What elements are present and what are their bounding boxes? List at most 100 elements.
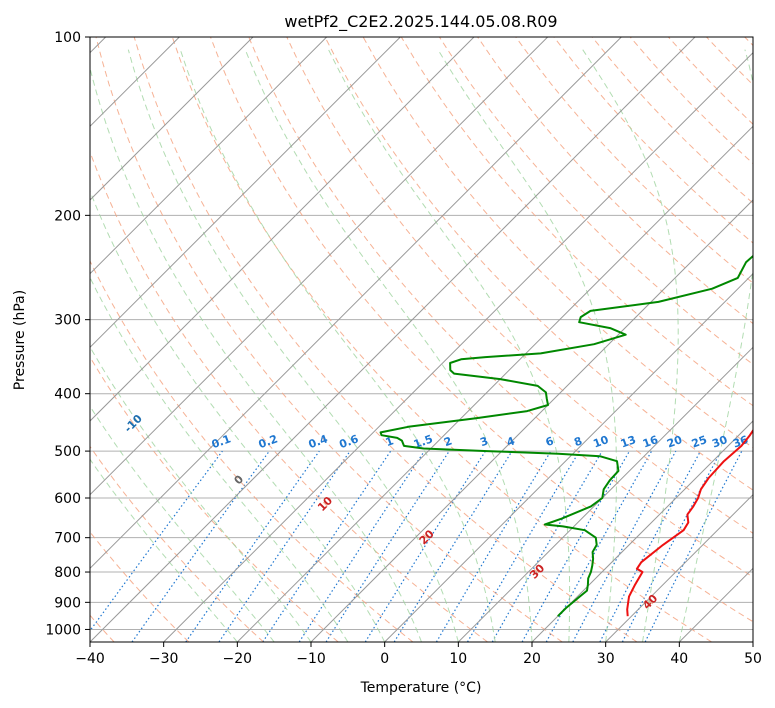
mixing-ratio-label: 1.5 bbox=[412, 432, 435, 451]
mixing-ratio-line bbox=[572, 450, 677, 642]
plot-frame bbox=[89, 36, 754, 643]
y-axis-ticks: 100 200 300 400 500 600 700 800 900 1000 bbox=[45, 30, 90, 638]
y-tick-label: 300 bbox=[54, 313, 81, 329]
dry-adiabat-line bbox=[248, 37, 753, 578]
x-axis-ticks: −40 −30 −20 −10 0 10 20 30 40 50 bbox=[75, 642, 762, 667]
mixing-ratio-line bbox=[521, 450, 631, 642]
mixing-ratio-label: 2 bbox=[442, 434, 454, 449]
moist-adiabats bbox=[90, 49, 753, 642]
isotherm-line bbox=[310, 199, 753, 642]
mixing-ratio-label: 36 bbox=[731, 433, 750, 451]
y-tick-label: 400 bbox=[54, 387, 81, 403]
isotherm-line bbox=[384, 272, 753, 642]
x-axis-title: Temperature (°C) bbox=[360, 680, 482, 696]
dry-adiabat-line bbox=[90, 259, 414, 642]
mixing-ratio-line bbox=[545, 450, 653, 642]
mixing-ratio-line bbox=[131, 450, 270, 642]
mixing-ratio-label: 13 bbox=[619, 433, 638, 450]
mixing-ratio-label: 25 bbox=[690, 433, 709, 450]
sounding-series bbox=[379, 254, 753, 617]
x-tick-label: −10 bbox=[296, 651, 326, 667]
mixing-ratio-label: 3 bbox=[478, 434, 490, 449]
isotherm-line bbox=[90, 37, 696, 642]
mixing-ratio-label: 0.4 bbox=[307, 432, 330, 451]
y-tick-label: 200 bbox=[54, 208, 81, 224]
isotherm-line bbox=[90, 37, 622, 570]
isotherm-line bbox=[90, 37, 549, 496]
mixing-ratio-line bbox=[218, 450, 351, 642]
mixing-ratio-line bbox=[325, 450, 450, 642]
x-tick-label: 30 bbox=[597, 651, 615, 667]
mixing-ratio-lines bbox=[90, 450, 743, 642]
y-tick-label: 900 bbox=[54, 595, 81, 611]
dry-adiabat-line bbox=[515, 37, 753, 284]
x-tick-label: −20 bbox=[223, 651, 253, 667]
moist-adiabat-line bbox=[678, 49, 753, 642]
dry-adiabats bbox=[90, 37, 753, 642]
moist-adiabat-line bbox=[127, 49, 459, 642]
mixing-ratio-line bbox=[185, 450, 320, 642]
mixing-ratio-label: 1 bbox=[384, 434, 396, 449]
isotherm-line bbox=[90, 37, 328, 275]
x-tick-label: −30 bbox=[149, 651, 179, 667]
x-tick-label: 50 bbox=[744, 651, 762, 667]
isotherms bbox=[90, 37, 753, 642]
moist-adiabat-line bbox=[90, 189, 386, 642]
dewpoint-profile-line bbox=[379, 254, 753, 617]
mixing-ratio-label: 0.6 bbox=[338, 432, 361, 451]
x-tick-label: 20 bbox=[523, 651, 541, 667]
moist-adiabat-line bbox=[244, 49, 533, 642]
moist-adiabat-line bbox=[90, 405, 275, 642]
moist-adiabat-line bbox=[90, 458, 238, 642]
y-tick-label: 700 bbox=[54, 531, 81, 547]
mixing-ratio-line bbox=[90, 450, 223, 632]
temperature-profile-line bbox=[626, 428, 753, 617]
x-tick-label: 0 bbox=[380, 651, 389, 667]
mixing-ratio-label: 30 bbox=[710, 433, 729, 451]
isotherm-line bbox=[236, 125, 753, 642]
moist-adiabat-line bbox=[90, 65, 422, 642]
isotherm-line bbox=[531, 420, 753, 642]
dry-adiabat-line bbox=[95, 37, 563, 642]
y-tick-label: 500 bbox=[54, 444, 81, 460]
dry-adiabat-line bbox=[90, 356, 339, 642]
mixing-ratio-line bbox=[644, 450, 743, 642]
mixing-ratio-line bbox=[262, 450, 392, 642]
mixing-ratio-label: 10 bbox=[591, 433, 610, 451]
isotherm-line bbox=[90, 37, 254, 201]
moist-adiabat-line bbox=[90, 276, 349, 642]
x-tick-label: −40 bbox=[75, 651, 105, 667]
dry-adiabat-line bbox=[210, 37, 753, 623]
isotherm-line bbox=[457, 346, 753, 642]
mixing-ratio-label: 8 bbox=[572, 434, 584, 449]
y-tick-label: 100 bbox=[54, 30, 81, 46]
moist-adiabat-line bbox=[328, 49, 571, 642]
plot-area bbox=[90, 37, 753, 642]
dry-adiabat-line bbox=[171, 37, 712, 642]
y-tick-label: 800 bbox=[54, 565, 81, 581]
x-tick-label: 10 bbox=[449, 651, 467, 667]
mixing-ratio-label: 0.1 bbox=[210, 432, 233, 451]
y-tick-label: 1000 bbox=[45, 622, 81, 638]
isotherm-line bbox=[605, 493, 753, 642]
x-tick-label: 40 bbox=[670, 651, 688, 667]
dry-adiabat-line bbox=[90, 445, 264, 642]
dry-adiabat-line bbox=[286, 37, 753, 534]
isotherm-line bbox=[90, 37, 401, 349]
moist-adiabat-line bbox=[179, 49, 496, 642]
mixing-ratio-label: 20 bbox=[665, 433, 684, 451]
isotherm-line bbox=[90, 37, 475, 422]
mixing-ratio-line bbox=[393, 450, 513, 642]
mixing-ratio-label: 0.2 bbox=[257, 432, 280, 451]
mixing-ratio-label: 6 bbox=[544, 434, 556, 449]
y-axis-title: Pressure (hPa) bbox=[12, 290, 28, 390]
y-tick-label: 600 bbox=[54, 491, 81, 507]
moist-adiabat-line bbox=[582, 49, 679, 642]
mixing-ratio-label: 16 bbox=[641, 433, 660, 451]
mixing-ratio-line bbox=[298, 450, 425, 642]
moist-adiabat-line bbox=[90, 345, 312, 642]
isotherm-line bbox=[163, 51, 753, 642]
moist-adiabat-line bbox=[437, 49, 617, 642]
dry-adiabat-line bbox=[324, 37, 753, 491]
